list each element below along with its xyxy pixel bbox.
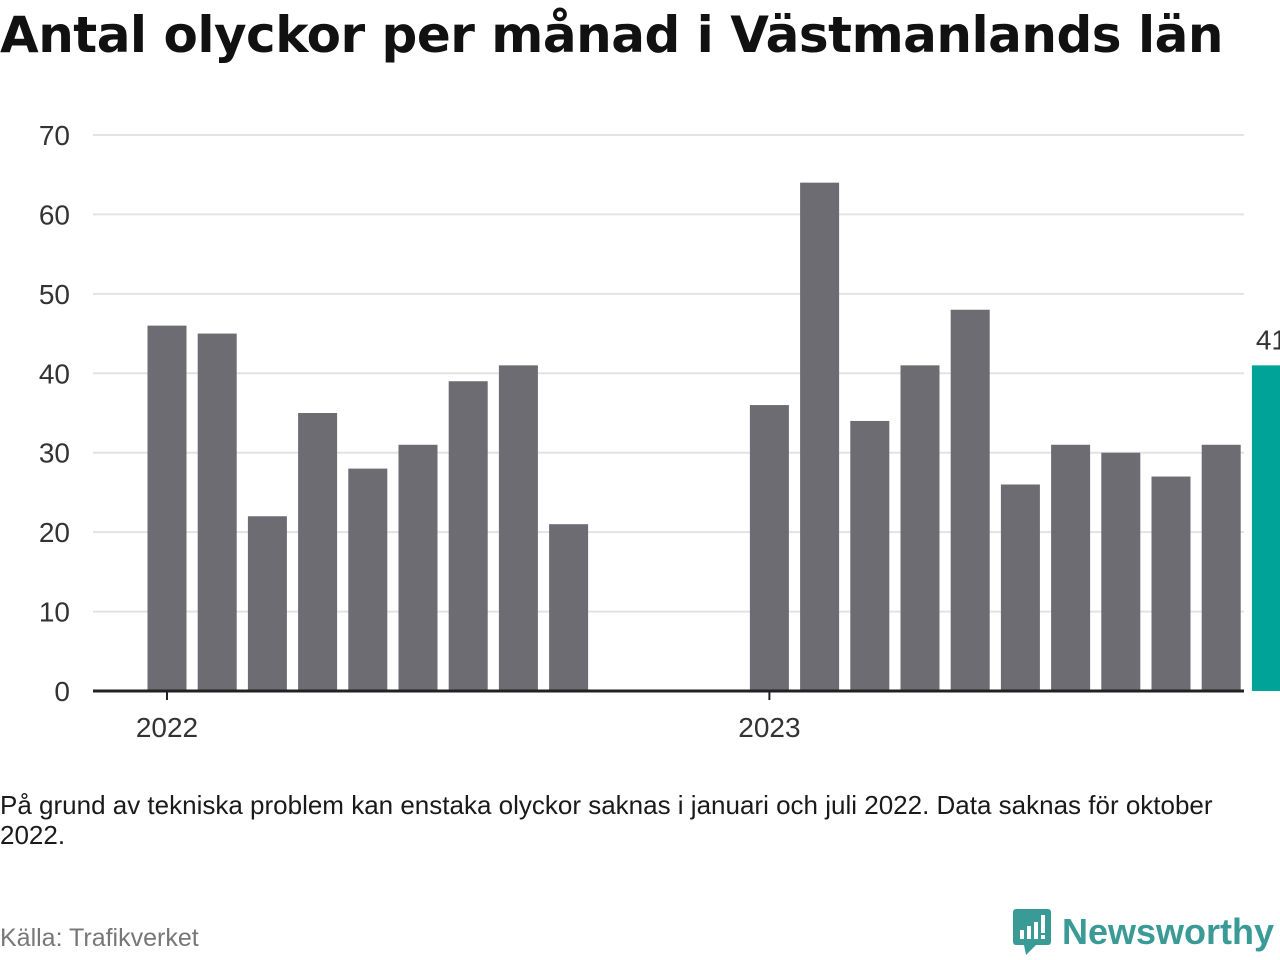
bar bbox=[498, 365, 538, 691]
x-axis-ticks: 2022 2023 bbox=[136, 691, 801, 743]
newsworthy-logo-icon bbox=[1012, 909, 1051, 955]
bar bbox=[147, 325, 187, 691]
bar bbox=[900, 365, 940, 691]
chart-note: På grund av tekniska problem kan enstaka… bbox=[0, 790, 1213, 850]
y-tick-label: 60 bbox=[39, 199, 70, 230]
bar-chart: 0 10 20 30 40 50 60 70 2022 2023 41 bbox=[39, 120, 1280, 743]
bar bbox=[1201, 444, 1241, 691]
brand-logo[interactable]: Newsworthy bbox=[1012, 908, 1274, 956]
bar bbox=[749, 405, 789, 691]
bar bbox=[448, 381, 488, 691]
bar bbox=[800, 182, 840, 691]
bar bbox=[1051, 444, 1091, 691]
y-axis-ticks: 0 10 20 30 40 50 60 70 bbox=[39, 120, 70, 707]
bar bbox=[247, 516, 287, 691]
bar bbox=[298, 413, 338, 691]
bar bbox=[398, 444, 438, 691]
y-tick-label: 70 bbox=[39, 120, 70, 151]
bar bbox=[197, 333, 237, 691]
y-tick-label: 0 bbox=[54, 676, 70, 707]
y-tick-label: 20 bbox=[39, 517, 70, 548]
x-tick-label: 2023 bbox=[738, 712, 800, 743]
y-tick-label: 30 bbox=[39, 438, 70, 469]
bar bbox=[1101, 452, 1141, 691]
bar-highlight bbox=[1251, 365, 1280, 691]
bar bbox=[348, 468, 388, 691]
y-tick-label: 50 bbox=[39, 279, 70, 310]
y-tick-label: 10 bbox=[39, 597, 70, 628]
bar bbox=[1000, 484, 1040, 691]
y-tick-label: 40 bbox=[39, 358, 70, 389]
x-tick-label: 2022 bbox=[136, 712, 198, 743]
bar bbox=[549, 524, 589, 691]
bar bbox=[850, 420, 890, 691]
bar bbox=[950, 309, 990, 691]
bar bbox=[1151, 476, 1191, 691]
brand-name: Newsworthy bbox=[1061, 911, 1274, 952]
bars bbox=[147, 182, 1280, 691]
data-label: 41 bbox=[1256, 324, 1280, 355]
chart-title: Antal olyckor per månad i Västmanlands l… bbox=[0, 6, 1223, 64]
source-credit: Källa: Trafikverket bbox=[0, 924, 199, 952]
data-labels: 41 bbox=[1256, 324, 1280, 355]
